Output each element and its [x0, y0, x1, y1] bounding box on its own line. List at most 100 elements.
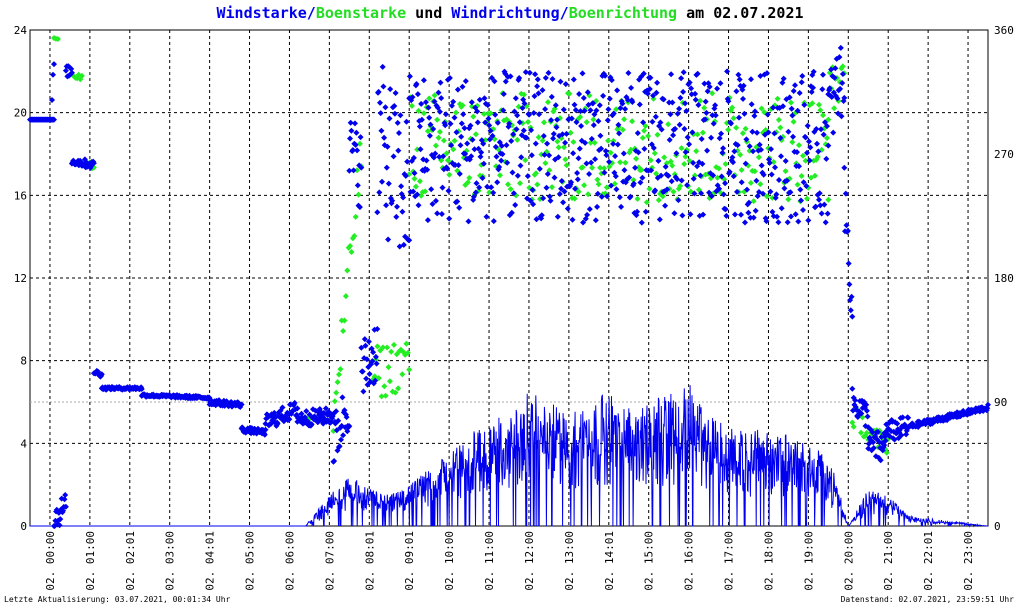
windrichtung-point: [710, 120, 717, 127]
windrichtung-point: [826, 85, 833, 92]
windrichtung-point: [513, 126, 520, 133]
boenrichtung-point: [415, 107, 422, 114]
windrichtung-point: [532, 71, 539, 78]
windrichtung-point: [590, 100, 597, 107]
windrichtung-point: [366, 371, 373, 377]
windrichtung-point: [458, 120, 465, 127]
windrichtung-point: [817, 202, 824, 209]
windrichtung-point: [738, 179, 745, 186]
windrichtung-point: [787, 189, 794, 196]
boenrichtung-point: [382, 392, 389, 399]
xtick-label: 02. 06:00: [283, 531, 296, 591]
windrichtung-point: [687, 211, 694, 218]
windrichtung-point: [386, 115, 393, 122]
windrichtung-point: [516, 119, 523, 126]
windrichtung-point: [396, 130, 402, 136]
windrichtung-point: [666, 99, 673, 106]
windrichtung-point: [55, 509, 62, 516]
windrichtung-point: [279, 404, 286, 411]
boenrichtung-point: [739, 130, 746, 137]
windrichtung-point: [548, 117, 555, 124]
windrichtung-point: [666, 136, 673, 143]
windrichtung-point: [706, 83, 713, 90]
windrichtung-point: [535, 90, 542, 97]
windrichtung-point: [487, 127, 494, 134]
windrichtung-point: [500, 107, 507, 114]
ytick-left-label: 20: [14, 107, 27, 120]
boenrichtung-point: [699, 129, 706, 136]
boenrichtung-point: [630, 177, 637, 183]
windrichtung-point: [627, 193, 634, 200]
boenrichtung-point: [422, 188, 429, 195]
windrichtung-point: [446, 75, 453, 81]
boenrichtung-point: [883, 449, 890, 456]
windrichtung-point: [592, 156, 599, 163]
xtick-label: 02. 05:00: [244, 531, 257, 591]
windrichtung-point: [90, 160, 97, 167]
windrichtung-point: [491, 78, 498, 85]
windrichtung-point: [480, 140, 487, 147]
windrichtung-point: [732, 211, 738, 218]
boenrichtung-point: [789, 139, 796, 146]
windrichtung-point: [820, 131, 827, 138]
windrichtung-point: [526, 111, 533, 118]
windrichtung-point: [754, 129, 760, 136]
windrichtung-point: [582, 139, 589, 146]
windrichtung-point: [704, 88, 711, 95]
windrichtung-point: [798, 79, 805, 86]
windrichtung-point: [690, 175, 697, 182]
boenrichtung-point: [522, 157, 529, 164]
windrichtung-point: [459, 83, 466, 90]
windrichtung-point: [420, 77, 427, 84]
windrichtung-point: [626, 174, 633, 181]
boenrichtung-point: [356, 140, 363, 147]
boenrichtung-point: [617, 159, 624, 166]
windrichtung-point: [668, 71, 675, 78]
windrichtung-point: [740, 95, 746, 102]
boenrichtung-point: [661, 154, 668, 161]
windrichtung-point: [824, 123, 830, 130]
windrichtung-point: [492, 143, 499, 150]
windrichtung-point: [839, 71, 846, 77]
windrichtung-point: [434, 210, 441, 217]
windrichtung-point: [724, 68, 731, 75]
boenrichtung-point: [619, 126, 626, 133]
windrichtung-point: [796, 90, 803, 96]
windrichtung-point: [486, 136, 493, 143]
windrichtung-point: [782, 158, 789, 164]
windrichtung-point: [658, 172, 665, 179]
windrichtung-point: [794, 107, 801, 114]
windrichtung-point: [748, 101, 755, 108]
boenrichtung-point: [682, 153, 689, 160]
windrichtung-point: [457, 142, 464, 149]
boenrichtung-point: [555, 144, 562, 151]
boenrichtung-point: [486, 189, 493, 196]
windrichtung-point: [456, 204, 463, 211]
windrichtung-point: [590, 122, 597, 129]
windrichtung-point: [746, 143, 753, 150]
boenrichtung-point: [633, 155, 640, 162]
windrichtung-point: [540, 195, 547, 202]
windrichtung-point: [758, 162, 765, 169]
windrichtung-point: [379, 63, 386, 70]
boenrichtung-point: [525, 119, 531, 125]
windrichtung-point: [722, 206, 729, 213]
windrichtung-point: [699, 160, 706, 167]
windrichtung-point: [479, 175, 486, 181]
windrichtung-point: [815, 148, 822, 155]
windrichtung-point: [775, 219, 782, 226]
windrichtung-point: [825, 142, 832, 149]
windrichtung-point: [806, 138, 812, 145]
windrichtung-point: [794, 149, 800, 156]
windrichtung-point: [474, 119, 481, 126]
boenrichtung-point: [355, 191, 362, 198]
boenrichtung-point: [651, 150, 658, 157]
boenrichtung-point: [775, 116, 782, 123]
windrichtung-point: [438, 95, 445, 102]
windrichtung-point: [674, 176, 681, 183]
boenrichtung-point: [785, 196, 792, 203]
boenrichtung-point: [554, 138, 561, 145]
windrichtung-point: [834, 95, 841, 102]
windrichtung-point: [774, 213, 780, 220]
boenrichtung-point: [804, 195, 810, 202]
